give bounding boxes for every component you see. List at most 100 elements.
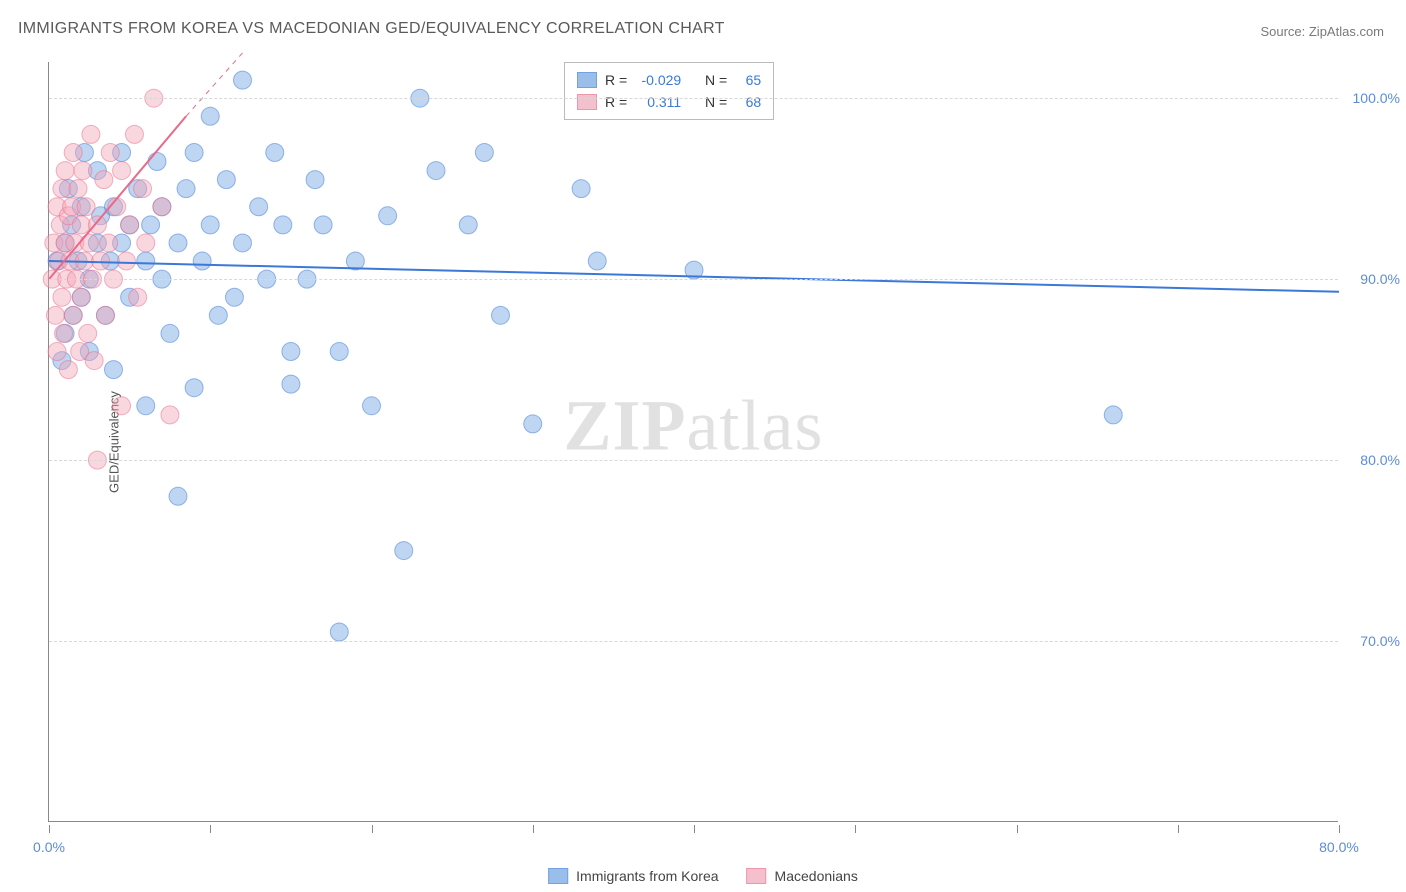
x-tick <box>694 825 695 833</box>
scatter-point <box>169 487 187 505</box>
gridline-h <box>49 460 1338 461</box>
legend-n-label: N = <box>705 91 727 113</box>
scatter-point <box>85 352 103 370</box>
scatter-point <box>161 324 179 342</box>
scatter-point <box>56 162 74 180</box>
y-tick-label: 100.0% <box>1353 90 1400 106</box>
scatter-point <box>113 162 131 180</box>
legend-bottom-item: Immigrants from Korea <box>548 868 718 884</box>
scatter-point <box>134 180 152 198</box>
y-tick-label: 90.0% <box>1360 271 1400 287</box>
x-tick <box>1017 825 1018 833</box>
scatter-point <box>129 288 147 306</box>
scatter-point <box>524 415 542 433</box>
scatter-point <box>125 125 143 143</box>
scatter-point <box>80 234 98 252</box>
scatter-point <box>161 406 179 424</box>
scatter-point <box>330 623 348 641</box>
scatter-point <box>59 361 77 379</box>
scatter-point <box>148 153 166 171</box>
legend-bottom-label: Immigrants from Korea <box>576 868 718 884</box>
scatter-point <box>234 71 252 89</box>
x-tick <box>1339 825 1340 833</box>
x-tick <box>49 825 50 833</box>
trend-line-ext <box>186 53 242 116</box>
scatter-point <box>53 180 71 198</box>
legend-r-value: 0.311 <box>635 91 681 113</box>
scatter-point <box>48 343 66 361</box>
scatter-point <box>193 252 211 270</box>
legend-swatch <box>548 868 568 884</box>
scatter-point <box>46 306 64 324</box>
scatter-point <box>572 180 590 198</box>
scatter-point <box>137 252 155 270</box>
legend-bottom-item: Macedonians <box>747 868 858 884</box>
scatter-point <box>105 361 123 379</box>
scatter-point <box>169 234 187 252</box>
scatter-point <box>82 125 100 143</box>
scatter-point <box>137 397 155 415</box>
scatter-point <box>475 143 493 161</box>
scatter-point <box>142 216 160 234</box>
scatter-plot-svg <box>49 62 1338 821</box>
scatter-point <box>225 288 243 306</box>
x-tick-label: 0.0% <box>33 839 65 855</box>
scatter-point <box>117 252 135 270</box>
scatter-point <box>395 542 413 560</box>
gridline-h <box>49 279 1338 280</box>
scatter-point <box>77 198 95 216</box>
scatter-point <box>314 216 332 234</box>
scatter-point <box>96 306 114 324</box>
gridline-h <box>49 641 1338 642</box>
scatter-point <box>209 306 227 324</box>
scatter-point <box>101 143 119 161</box>
scatter-point <box>201 216 219 234</box>
legend-swatch <box>577 72 597 88</box>
x-tick <box>1178 825 1179 833</box>
y-tick-label: 70.0% <box>1360 633 1400 649</box>
x-tick <box>372 825 373 833</box>
legend-row: R = 0.311 N = 68 <box>577 91 761 113</box>
scatter-point <box>459 216 477 234</box>
scatter-point <box>185 143 203 161</box>
scatter-point <box>72 216 90 234</box>
legend-n-value: 68 <box>735 91 761 113</box>
scatter-point <box>427 162 445 180</box>
scatter-point <box>72 288 90 306</box>
gridline-h <box>49 98 1338 99</box>
scatter-point <box>88 216 106 234</box>
scatter-point <box>588 252 606 270</box>
scatter-point <box>250 198 268 216</box>
scatter-point <box>95 171 113 189</box>
scatter-point <box>92 252 110 270</box>
scatter-point <box>492 306 510 324</box>
scatter-point <box>282 375 300 393</box>
scatter-point <box>266 143 284 161</box>
scatter-point <box>217 171 235 189</box>
scatter-point <box>53 288 71 306</box>
x-tick <box>210 825 211 833</box>
legend-n-value: 65 <box>735 69 761 91</box>
legend-r-value: -0.029 <box>635 69 681 91</box>
scatter-point <box>121 216 139 234</box>
scatter-point <box>74 162 92 180</box>
legend-swatch <box>747 868 767 884</box>
x-tick-label: 80.0% <box>1319 839 1359 855</box>
scatter-point <box>234 234 252 252</box>
scatter-point <box>306 171 324 189</box>
scatter-point <box>330 343 348 361</box>
legend-correlation-box: R = -0.029 N = 65R = 0.311 N = 68 <box>564 62 774 120</box>
scatter-point <box>137 234 155 252</box>
scatter-point <box>185 379 203 397</box>
x-tick <box>533 825 534 833</box>
legend-r-label: R = <box>605 69 627 91</box>
scatter-point <box>64 143 82 161</box>
scatter-point <box>201 107 219 125</box>
scatter-point <box>153 198 171 216</box>
scatter-point <box>282 343 300 361</box>
legend-row: R =-0.029 N =65 <box>577 69 761 91</box>
scatter-point <box>100 234 118 252</box>
legend-r-label: R = <box>605 91 627 113</box>
scatter-point <box>1104 406 1122 424</box>
y-tick-label: 80.0% <box>1360 452 1400 468</box>
